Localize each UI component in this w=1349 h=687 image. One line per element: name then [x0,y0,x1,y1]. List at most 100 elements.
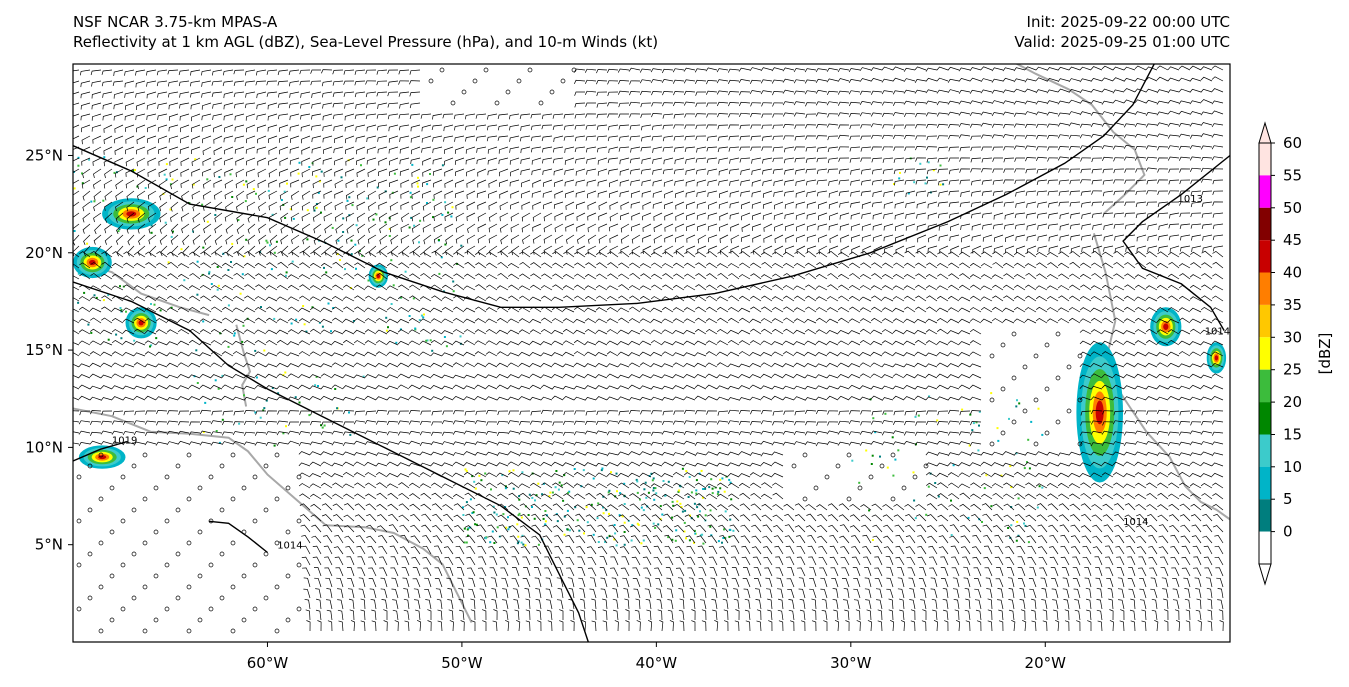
wind-barb [177,306,190,313]
wind-barb [356,146,366,155]
wind-barb [452,420,465,425]
reflectivity-speck [537,482,540,485]
wind-barb [628,374,641,379]
wind-barb [1200,451,1213,456]
wind-barb [551,262,564,269]
wind-barb [1211,76,1224,82]
wind-barb [749,462,762,467]
wind-barb [705,351,718,357]
wind-barb [738,373,751,379]
wind-barb [628,352,641,357]
wind-barb [1191,234,1202,241]
wind-barb [430,339,443,346]
wind-barb [563,493,575,500]
wind-barb [1211,431,1224,436]
wind-barb [694,317,707,324]
wind-barb [883,223,894,231]
wind-barb [497,250,509,258]
wind-barb [367,234,377,244]
wind-barb [927,212,938,220]
wind-barb [1102,190,1114,197]
reflectivity-speck [204,401,207,404]
wind-barb [574,146,586,153]
wind-barb [684,135,696,141]
reflectivity-speck [231,196,234,198]
wind-barb [146,80,157,87]
wind-barb [342,329,355,335]
wind-barb [1169,524,1180,533]
reflectivity-speck [170,306,173,309]
wind-barb [542,535,553,544]
reflectivity-speck [459,335,462,338]
calm-wind-marker [1011,375,1017,381]
wind-barb [650,420,663,425]
wind-barb [914,374,927,379]
reflectivity-speck [517,514,520,517]
wind-barb [629,410,641,415]
wind-barb [532,179,542,188]
wind-barb [309,493,322,500]
reflectivity-speck [474,487,477,490]
wind-barb [565,535,575,544]
wind-barb [1090,307,1103,313]
wind-barb [188,431,201,436]
wind-barb [112,410,124,416]
wind-barb [210,328,223,335]
wind-barb [312,179,322,189]
wind-barb [234,124,245,132]
wind-barb [1212,245,1224,252]
wind-barb [1026,212,1037,219]
wind-barb [870,251,883,258]
wind-barb [1179,421,1191,426]
wind-barb [530,262,542,269]
wind-barb [617,68,630,73]
wind-barb [827,284,839,291]
wind-barb [519,525,531,533]
wind-barb [467,223,476,233]
wind-barb [1112,112,1125,117]
wind-barb [125,146,135,155]
wind-barb [188,306,201,313]
wind-barb [596,492,608,500]
wind-barb [543,234,553,244]
wind-barb [188,374,201,379]
wind-barb [408,420,421,425]
wind-barb [947,441,960,446]
wind-barb [442,251,454,258]
wind-barb [947,431,960,436]
wind-barb [928,234,938,243]
wind-barb [628,420,641,425]
wind-barb-layer [73,65,1224,634]
wind-barb [925,77,938,82]
wind-barb [992,201,1004,208]
wind-barb [1212,273,1224,280]
wind-barb [265,352,278,357]
wind-barb [694,328,707,335]
wind-barb [705,90,718,95]
wind-barb [474,384,487,390]
reflectivity-speck [521,534,524,537]
wind-barb [540,328,553,335]
wind-barb [1178,100,1191,105]
wind-barb [1178,307,1191,313]
wind-barb [969,100,982,105]
wind-barb [258,234,267,245]
wind-barb [441,420,454,425]
wind-barb [301,135,311,144]
wind-barb [73,385,80,390]
wind-barb [133,306,146,313]
wind-barb [771,262,784,269]
wind-barb [1213,513,1224,522]
wind-barb [927,201,938,209]
wind-barb [760,340,773,346]
wind-barb [1190,179,1202,184]
wind-barb [728,102,740,107]
wind-barb [1211,385,1224,390]
wind-barb [266,273,278,280]
wind-barb [683,396,696,401]
reflectivity-speck [614,532,617,535]
wind-barb [290,168,300,177]
wind-barb [235,179,245,189]
wind-barb [596,69,608,74]
wind-barb [1146,179,1158,185]
